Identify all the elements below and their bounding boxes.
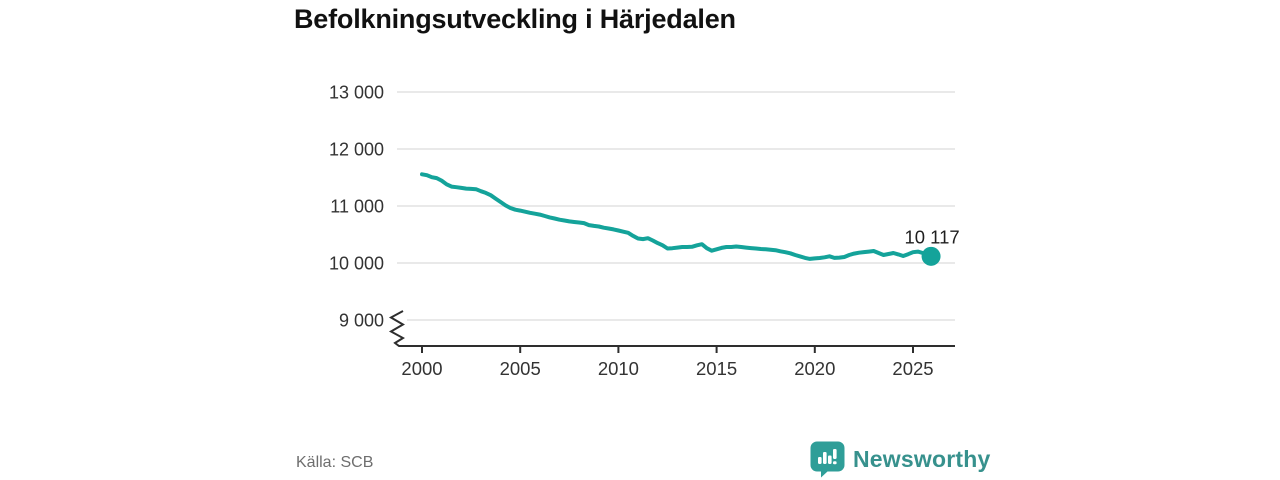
- speech-bubble-shape: [810, 441, 845, 478]
- series-end-dot: [921, 246, 941, 266]
- x-axis-line-with-break: [388, 310, 955, 347]
- mini-bar-chart-icon: [818, 449, 837, 465]
- x-axis-tick-label: 2020: [794, 358, 835, 379]
- population-series-line: [420, 172, 934, 261]
- y-axis-tick-label: 9 000: [339, 311, 384, 331]
- x-axis-tick-label: 2010: [598, 358, 639, 379]
- newsworthy-mark-icon: [810, 441, 845, 478]
- newsworthy-logo: Newsworthy: [810, 441, 990, 478]
- y-axis-tick-label: 12 000: [329, 140, 384, 160]
- y-axis-tick-label: 11 000: [330, 197, 384, 217]
- x-axis-tick-label: 2025: [892, 358, 933, 379]
- y-axis-tick-label: 13 000: [329, 83, 384, 103]
- y-axis-tick-label: 10 000: [329, 254, 384, 274]
- newsworthy-wordmark: Newsworthy: [853, 446, 991, 472]
- source-note: Källa: SCB: [296, 454, 374, 471]
- chart-title: Befolkningsutveckling i Härjedalen: [294, 4, 736, 34]
- series-end-value-label: 10 117: [904, 226, 959, 247]
- x-axis-tick-label: 2015: [696, 358, 737, 379]
- x-axis-tick-label: 2000: [401, 358, 442, 379]
- x-axis-tick-label: 2005: [500, 358, 541, 379]
